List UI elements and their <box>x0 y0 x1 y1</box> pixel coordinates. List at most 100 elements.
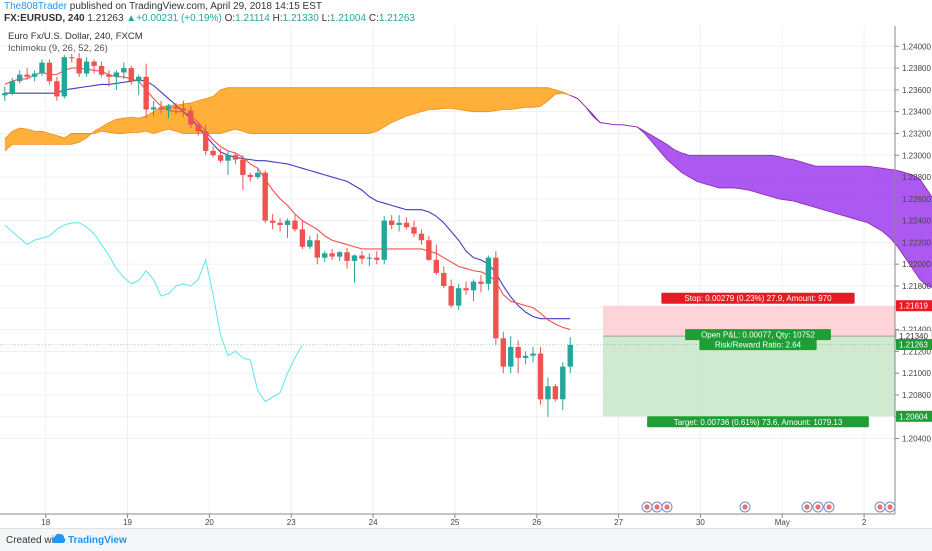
candle-body <box>336 252 343 257</box>
low-value: 1.21004 <box>329 13 367 24</box>
event-flag-icon <box>739 501 751 513</box>
event-flag-dot <box>742 504 748 510</box>
candle-body <box>441 272 447 286</box>
pnl-label: Open P&L: 0.00077, Qty: 10752 <box>685 329 831 341</box>
candles <box>2 52 573 417</box>
event-flag-dot <box>887 504 893 510</box>
candle-body <box>470 281 477 291</box>
price-label-text: 1.21619 <box>899 302 928 311</box>
event-flag-dot <box>826 504 832 510</box>
time-tick-label: 27 <box>614 518 623 527</box>
candle-body <box>322 253 328 258</box>
candle-body <box>165 106 172 110</box>
price-tick-label: 1.23000 <box>902 151 931 160</box>
candle-body <box>262 172 268 221</box>
time-tick-label: 19 <box>123 518 132 527</box>
candle-body <box>455 288 462 306</box>
event-flag-icon <box>823 501 835 513</box>
senkou-b-line <box>570 94 932 288</box>
candle-body <box>69 57 75 59</box>
price-label-last: 1.21263 <box>896 338 932 350</box>
candle-body <box>381 220 387 260</box>
candle-body <box>478 281 484 284</box>
time-tick-label: 24 <box>369 518 378 527</box>
candle-body <box>210 150 216 156</box>
candle-body <box>24 74 30 77</box>
candle-body <box>240 159 246 175</box>
economic-events <box>641 501 896 513</box>
candle-body <box>426 240 432 260</box>
candle-body <box>418 233 425 241</box>
candle-body <box>217 155 224 161</box>
price-tick-label: 1.24000 <box>902 42 931 51</box>
event-flag-icon <box>801 501 813 513</box>
risk-reward-label-bg <box>699 339 817 351</box>
price-label-stop: 1.21619 <box>896 300 932 312</box>
candle-body <box>225 155 231 161</box>
open-label: O: <box>224 13 236 24</box>
candle-body <box>188 110 194 125</box>
symbol-label: FX:EURUSD, 240 <box>4 13 85 24</box>
event-flag-dot <box>804 504 810 510</box>
candle-body <box>150 107 157 110</box>
candle-body <box>91 61 97 66</box>
candle-body <box>232 155 239 160</box>
stop-label-bg <box>661 292 855 304</box>
candle-body <box>463 288 469 291</box>
created-with-text: Created with <box>6 535 63 546</box>
price-label-target: 1.20604 <box>896 410 932 422</box>
price-label-text: 1.21340 <box>899 332 928 341</box>
publish-text: published on TradingView.com, April 29, … <box>67 1 322 12</box>
candle-body <box>545 386 551 400</box>
price-tick-label: 1.23200 <box>902 129 931 138</box>
price-chart[interactable]: Stop: 0.00279 (0.23%) 27.9, Amount: 970 O… <box>0 26 932 528</box>
candle-body <box>143 76 149 110</box>
tradingview-link[interactable]: TradingView <box>68 535 127 546</box>
candle-body <box>485 257 492 284</box>
candle-body <box>113 72 120 77</box>
candle-body <box>292 220 298 230</box>
open-value: 1.21114 <box>235 13 270 24</box>
candle-body <box>16 74 23 82</box>
candle-body <box>396 222 402 225</box>
candle-body <box>202 131 209 151</box>
candle-body <box>493 257 499 339</box>
candle-body <box>121 68 127 73</box>
target-label-bg <box>647 416 869 428</box>
position-labels: Stop: 0.00279 (0.23%) 27.9, Amount: 970 O… <box>647 292 869 428</box>
event-flag-icon <box>661 501 673 513</box>
candle-body <box>344 252 350 261</box>
event-flag-dot <box>654 504 660 510</box>
candle-body <box>277 222 283 225</box>
candle-body <box>2 93 8 96</box>
candle-body <box>433 259 440 273</box>
candle-body <box>329 253 335 257</box>
price-label-text: 1.21263 <box>899 340 928 349</box>
time-tick-label: 18 <box>41 518 50 527</box>
stop-label-text: Stop: 0.00279 (0.23%) 27.9, Amount: 970 <box>684 294 832 303</box>
price-label-bg <box>896 410 932 422</box>
pnl-label-bg <box>685 329 831 341</box>
cloud-bear <box>4 87 571 151</box>
price-label-bg <box>896 338 932 350</box>
candle-body <box>537 353 544 400</box>
candle-body <box>136 76 142 82</box>
author-link[interactable]: The808Trader <box>4 1 67 12</box>
tradingview-cloud-icon[interactable] <box>52 533 66 545</box>
candle-body <box>9 81 15 94</box>
price-axis[interactable]: 1.24000 1.23800 1.23600 1.23400 1.23200 1.230… <box>894 26 932 514</box>
time-tick-label: May <box>775 518 790 527</box>
candle-body <box>46 62 53 82</box>
time-axis[interactable]: 181920232425262730May23 <box>0 513 932 527</box>
close-value: 1.21263 <box>378 13 415 24</box>
price-tick-label: 1.22000 <box>902 260 931 269</box>
price-tick-label: 1.21000 <box>902 369 931 378</box>
cloud-bull <box>570 95 932 288</box>
candle-body <box>508 347 514 367</box>
candle-body <box>388 220 395 225</box>
candle-body <box>180 108 187 111</box>
price-tick-label: 1.21400 <box>902 326 931 335</box>
target-label: Target: 0.00736 (0.61%) 73.6, Amount: 10… <box>647 416 869 428</box>
candle-body <box>255 172 261 178</box>
candle-body <box>560 366 566 400</box>
